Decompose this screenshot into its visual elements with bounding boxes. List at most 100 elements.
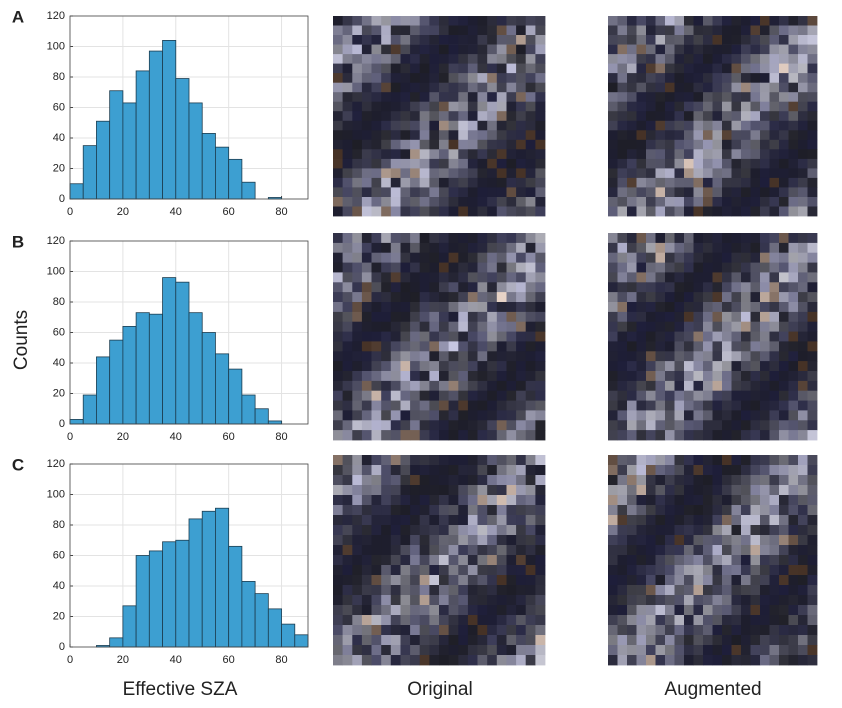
image-pixel	[352, 605, 362, 615]
image-pixel	[627, 73, 637, 83]
image-pixel	[526, 45, 536, 55]
image-pixel	[362, 475, 372, 485]
image-pixel	[770, 16, 780, 26]
image-pixel	[478, 149, 488, 159]
image-pixel	[535, 401, 545, 411]
image-pixel	[429, 430, 439, 440]
image-pixel	[627, 475, 637, 485]
image-pixel	[751, 16, 761, 26]
image-pixel	[381, 312, 391, 322]
image-pixel	[458, 64, 468, 74]
image-pixel	[760, 168, 770, 178]
image-pixel	[732, 555, 742, 565]
image-pixel	[741, 410, 751, 420]
image-pixel	[507, 187, 517, 197]
image-pixel	[372, 140, 382, 150]
image-pixel	[449, 243, 459, 253]
image-pixel	[646, 585, 656, 595]
image-pixel	[478, 625, 488, 635]
image-pixel	[760, 45, 770, 55]
image-pixel	[618, 121, 628, 131]
image-pixel	[507, 45, 517, 55]
image-pixel	[449, 263, 459, 273]
image-pixel	[618, 140, 628, 150]
image-pixel	[458, 475, 468, 485]
image-pixel	[535, 420, 545, 430]
image-pixel	[770, 401, 780, 411]
image-pixel	[526, 545, 536, 555]
image-pixel	[372, 525, 382, 535]
image-pixel	[429, 361, 439, 371]
image-pixel	[458, 35, 468, 45]
image-pixel	[751, 351, 761, 361]
image-pixel	[343, 515, 353, 525]
image-pixel	[713, 243, 723, 253]
image-pixel	[694, 420, 704, 430]
image-pixel	[684, 168, 694, 178]
image-pixel	[665, 187, 675, 197]
image-pixel	[381, 35, 391, 45]
image-pixel	[333, 121, 343, 131]
image-pixel	[732, 371, 742, 381]
image-pixel	[656, 555, 666, 565]
image-pixel	[352, 505, 362, 515]
image-pixel	[333, 555, 343, 565]
image-pixel	[608, 605, 618, 615]
image-pixel	[352, 54, 362, 64]
image-pixel	[779, 505, 789, 515]
image-pixel	[618, 465, 628, 475]
image-pixel	[497, 83, 507, 93]
image-pixel	[439, 475, 449, 485]
image-pixel	[372, 302, 382, 312]
image-pixel	[684, 575, 694, 585]
image-pixel	[458, 505, 468, 515]
image-pixel	[789, 575, 799, 585]
image-pixel	[352, 130, 362, 140]
image-pixel	[608, 475, 618, 485]
image-pixel	[372, 605, 382, 615]
image-pixel	[684, 149, 694, 159]
image-pixel	[497, 535, 507, 545]
image-pixel	[372, 505, 382, 515]
image-pixel	[694, 207, 704, 217]
image-pixel	[665, 73, 675, 83]
image-pixel	[497, 455, 507, 465]
image-pixel	[468, 515, 478, 525]
image-pixel	[627, 525, 637, 535]
image-pixel	[516, 635, 526, 645]
x-tick-label: 20	[117, 206, 129, 218]
image-pixel	[487, 465, 497, 475]
image-pixel	[497, 635, 507, 645]
image-pixel	[526, 26, 536, 36]
image-pixel	[618, 102, 628, 112]
image-pixel	[420, 645, 430, 655]
image-pixel	[410, 178, 420, 188]
image-pixel	[779, 525, 789, 535]
x-tick-label: 60	[223, 206, 235, 218]
image-pixel	[608, 575, 618, 585]
image-pixel	[789, 361, 799, 371]
image-pixel	[703, 322, 713, 332]
image-pixel	[439, 26, 449, 36]
image-pixel	[646, 565, 656, 575]
image-pixel	[770, 121, 780, 131]
image-pixel	[410, 233, 420, 243]
image-pixel	[798, 341, 808, 351]
image-pixel	[684, 585, 694, 595]
image-pixel	[646, 187, 656, 197]
image-pixel	[372, 635, 382, 645]
image-pixel	[468, 430, 478, 440]
image-pixel	[656, 401, 666, 411]
image-pixel	[770, 322, 780, 332]
image-pixel	[478, 111, 488, 121]
image-pixel	[675, 351, 685, 361]
image-pixel	[751, 381, 761, 391]
bar	[215, 354, 228, 424]
image-pixel	[343, 495, 353, 505]
image-pixel	[507, 595, 517, 605]
image-pixel	[656, 233, 666, 243]
image-pixel	[713, 391, 723, 401]
image-pixel	[618, 351, 628, 361]
image-pixel	[439, 102, 449, 112]
image-pixel	[401, 233, 411, 243]
